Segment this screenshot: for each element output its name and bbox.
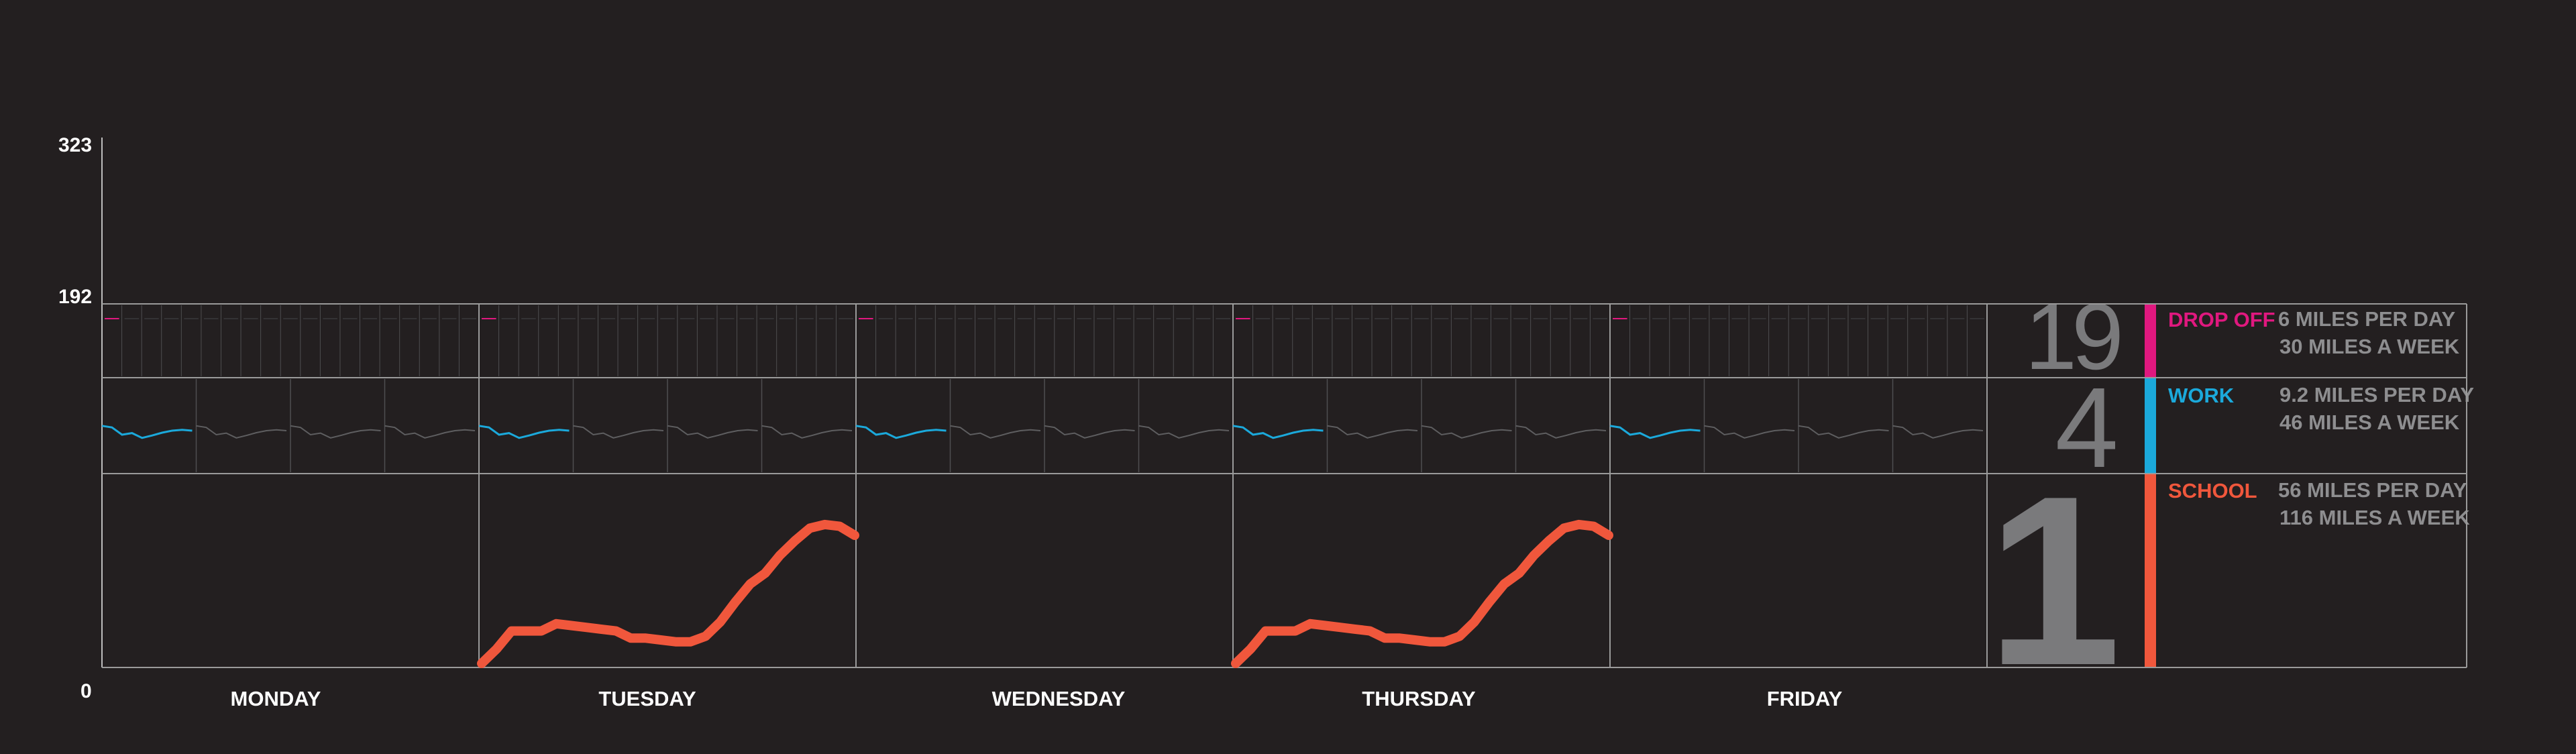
work-trip-line: [290, 425, 381, 439]
trip-count-dropoff: 19: [2025, 284, 2120, 389]
category-label-school: SCHOOL: [2168, 479, 2257, 502]
stat-school-day: 56 MILES PER DAY: [2278, 478, 2467, 502]
work-trip-line: [573, 425, 664, 439]
day-label-tuesday: TUESDAY: [598, 687, 696, 710]
work-trip-line: [1138, 425, 1230, 439]
category-label-dropoff: DROP OFF: [2168, 308, 2275, 331]
chart-grid: [101, 138, 2467, 668]
work-trip-line: [761, 425, 853, 439]
work-trip-line: [196, 425, 287, 439]
color-bar-work: [2145, 378, 2156, 473]
work-trip-line: [1421, 425, 1512, 439]
school-trip-line: [1231, 519, 1613, 668]
work-trip-line: [1704, 425, 1795, 439]
chart-marks: [101, 318, 1984, 668]
stat-work-week: 46 MILES A WEEK: [2279, 411, 2460, 434]
work-trip-line: [1609, 425, 1701, 439]
work-trip-line: [1327, 425, 1418, 439]
work-trip-line: [1892, 425, 1984, 439]
y-tick-min: 0: [80, 680, 92, 702]
school-trip-line: [477, 519, 859, 668]
y-tick-mid: 192: [58, 286, 92, 308]
day-label-thursday: THURSDAY: [1362, 687, 1476, 710]
work-trip-line: [384, 425, 476, 439]
work-trip-line: [1232, 425, 1324, 439]
stat-work-day: 9.2 MILES PER DAY: [2279, 383, 2474, 407]
stat-dropoff-week: 30 MILES A WEEK: [2279, 335, 2460, 358]
category-label-work: WORK: [2168, 384, 2235, 407]
day-label-monday: MONDAY: [231, 687, 321, 710]
y-tick-max: 323: [58, 134, 92, 156]
work-trip-line: [1515, 425, 1607, 439]
work-trip-line: [101, 425, 193, 439]
work-trip-line: [855, 425, 947, 439]
stat-school-week: 116 MILES A WEEK: [2279, 506, 2470, 529]
work-trip-line: [1044, 425, 1135, 439]
day-label-wednesday: WEDNESDAY: [992, 687, 1126, 710]
work-trip-line: [667, 425, 758, 439]
work-trip-line: [478, 425, 570, 439]
day-label-friday: FRIDAY: [1767, 687, 1843, 710]
trip-count-school: 1: [1987, 446, 2121, 716]
trip-count-work: 4: [2055, 364, 2118, 492]
color-bar-school: [2145, 474, 2156, 667]
color-bar-dropoff: [2145, 305, 2156, 377]
stat-dropoff-day: 6 MILES PER DAY: [2278, 307, 2455, 331]
work-trip-line: [1798, 425, 1889, 439]
work-trip-line: [950, 425, 1041, 439]
